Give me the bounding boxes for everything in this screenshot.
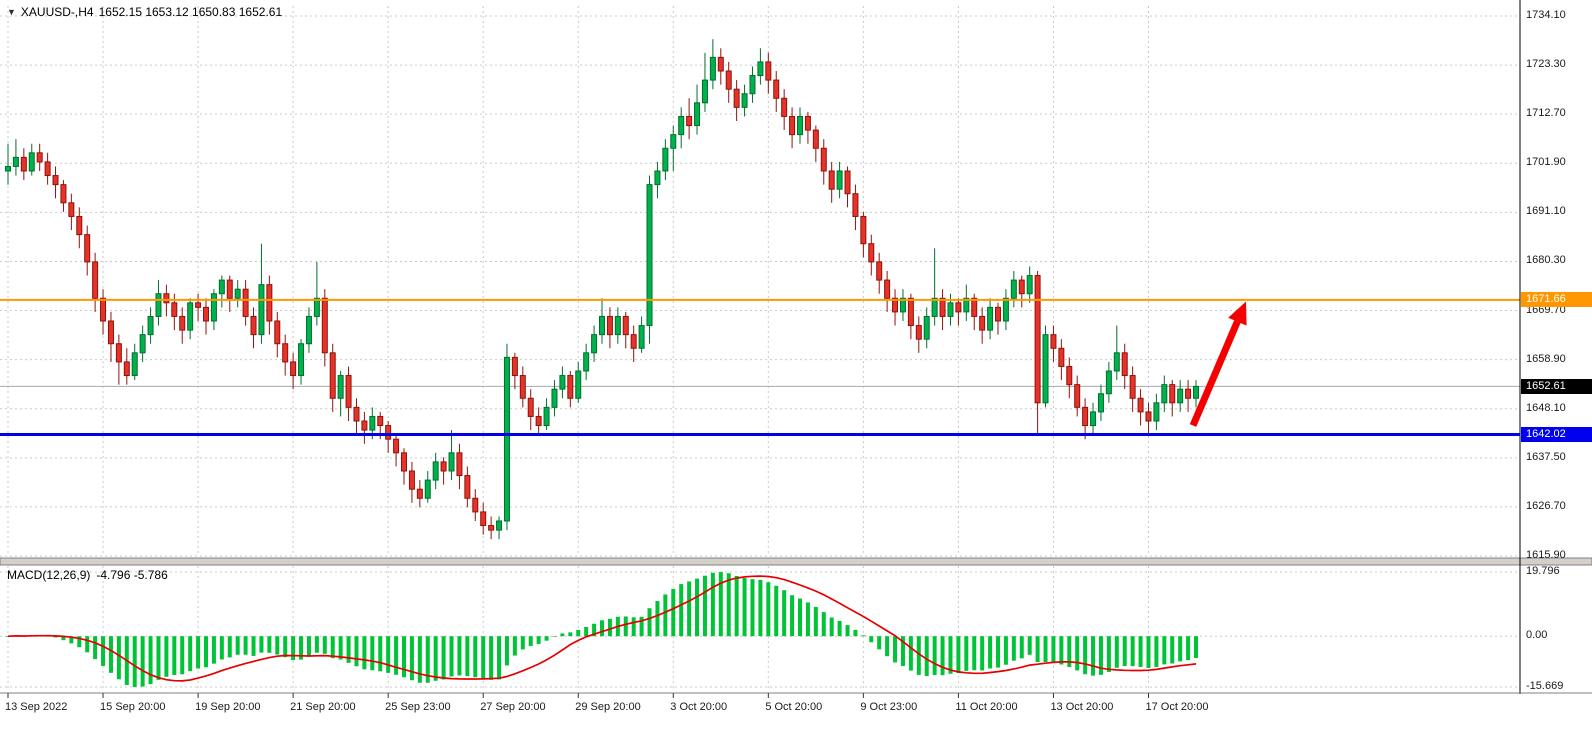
price-axis-label: 1723.30 [1526, 58, 1566, 71]
time-axis[interactable]: 13 Sep 2022 15 Sep 20:00 19 Sep 20:00 21 Se… [0, 694, 1592, 730]
price-axis-label: 1701.90 [1526, 156, 1566, 169]
price-axis-label: 1626.70 [1526, 499, 1566, 512]
symbol-timeframe: XAUUSD-,H4 [20, 5, 94, 19]
trend-arrow[interactable] [1189, 301, 1247, 427]
price-axis-label: 1658.90 [1526, 352, 1566, 365]
price-axis-label: 1712.70 [1526, 107, 1566, 120]
price-axis-label: 1637.50 [1526, 450, 1566, 463]
macd-axis-label: 19.796 [1526, 565, 1560, 577]
macd-title: MACD(12,26,9) [7, 568, 91, 582]
macd-axis-label: 0.00 [1526, 629, 1548, 642]
time-axis-label: 15 Sep 20:00 [100, 701, 166, 713]
time-axis-label: 9 Oct 23:00 [860, 701, 918, 713]
chart-header: ▼ XAUUSD-,H4 1652.15 1653.12 1650.83 165… [7, 5, 282, 19]
time-axis-label: 25 Sep 23:00 [385, 701, 451, 713]
current-price-tag: 1652.61 [1521, 378, 1592, 394]
macd-axis-label: -15.669 [1526, 680, 1564, 692]
price-axis-label: 1691.10 [1526, 205, 1566, 218]
time-axis-label: 29 Sep 20:00 [575, 701, 641, 713]
time-axis-label: 13 Oct 20:00 [1050, 701, 1114, 713]
panel-splitter[interactable] [0, 557, 1592, 566]
price-axis-label: 1615.90 [1526, 548, 1566, 561]
time-ticks [7, 693, 1149, 698]
time-axis-label: 17 Oct 20:00 [1145, 701, 1209, 713]
time-axis-label: 11 Oct 20:00 [955, 701, 1018, 713]
resistance-price-tag: 1671.66 [1521, 292, 1592, 308]
time-axis-label: 21 Sep 20:00 [290, 701, 356, 713]
macd-histogram [6, 572, 1198, 687]
ohlc-readout: 1652.15 1653.12 1650.83 1652.61 [98, 5, 283, 19]
macd-signal-line [7, 575, 1197, 682]
candles [5, 39, 1199, 540]
time-axis-label: 19 Sep 20:00 [195, 701, 261, 713]
time-axis-label: 3 Oct 20:00 [670, 701, 728, 713]
price-axis-label: 1734.10 [1526, 9, 1566, 21]
price-axis-label: 1680.30 [1526, 254, 1566, 267]
price-axis-label: 1648.10 [1526, 401, 1566, 414]
macd-values: -4.796 -5.786 [96, 568, 168, 582]
time-axis-label: 5 Oct 20:00 [765, 701, 823, 713]
expand-arrow-icon[interactable]: ▼ [7, 7, 16, 17]
time-axis-label: 13 Sep 2022 [5, 701, 68, 713]
price-axis[interactable]: 1671.66 1652.61 1642.02 1734.10 1723.30 17… [1521, 0, 1592, 694]
support-price-tag: 1642.02 [1521, 427, 1592, 443]
time-axis-label: 27 Sep 20:00 [480, 701, 546, 713]
macd-label: MACD(12,26,9) -4.796 -5.786 [7, 568, 168, 582]
